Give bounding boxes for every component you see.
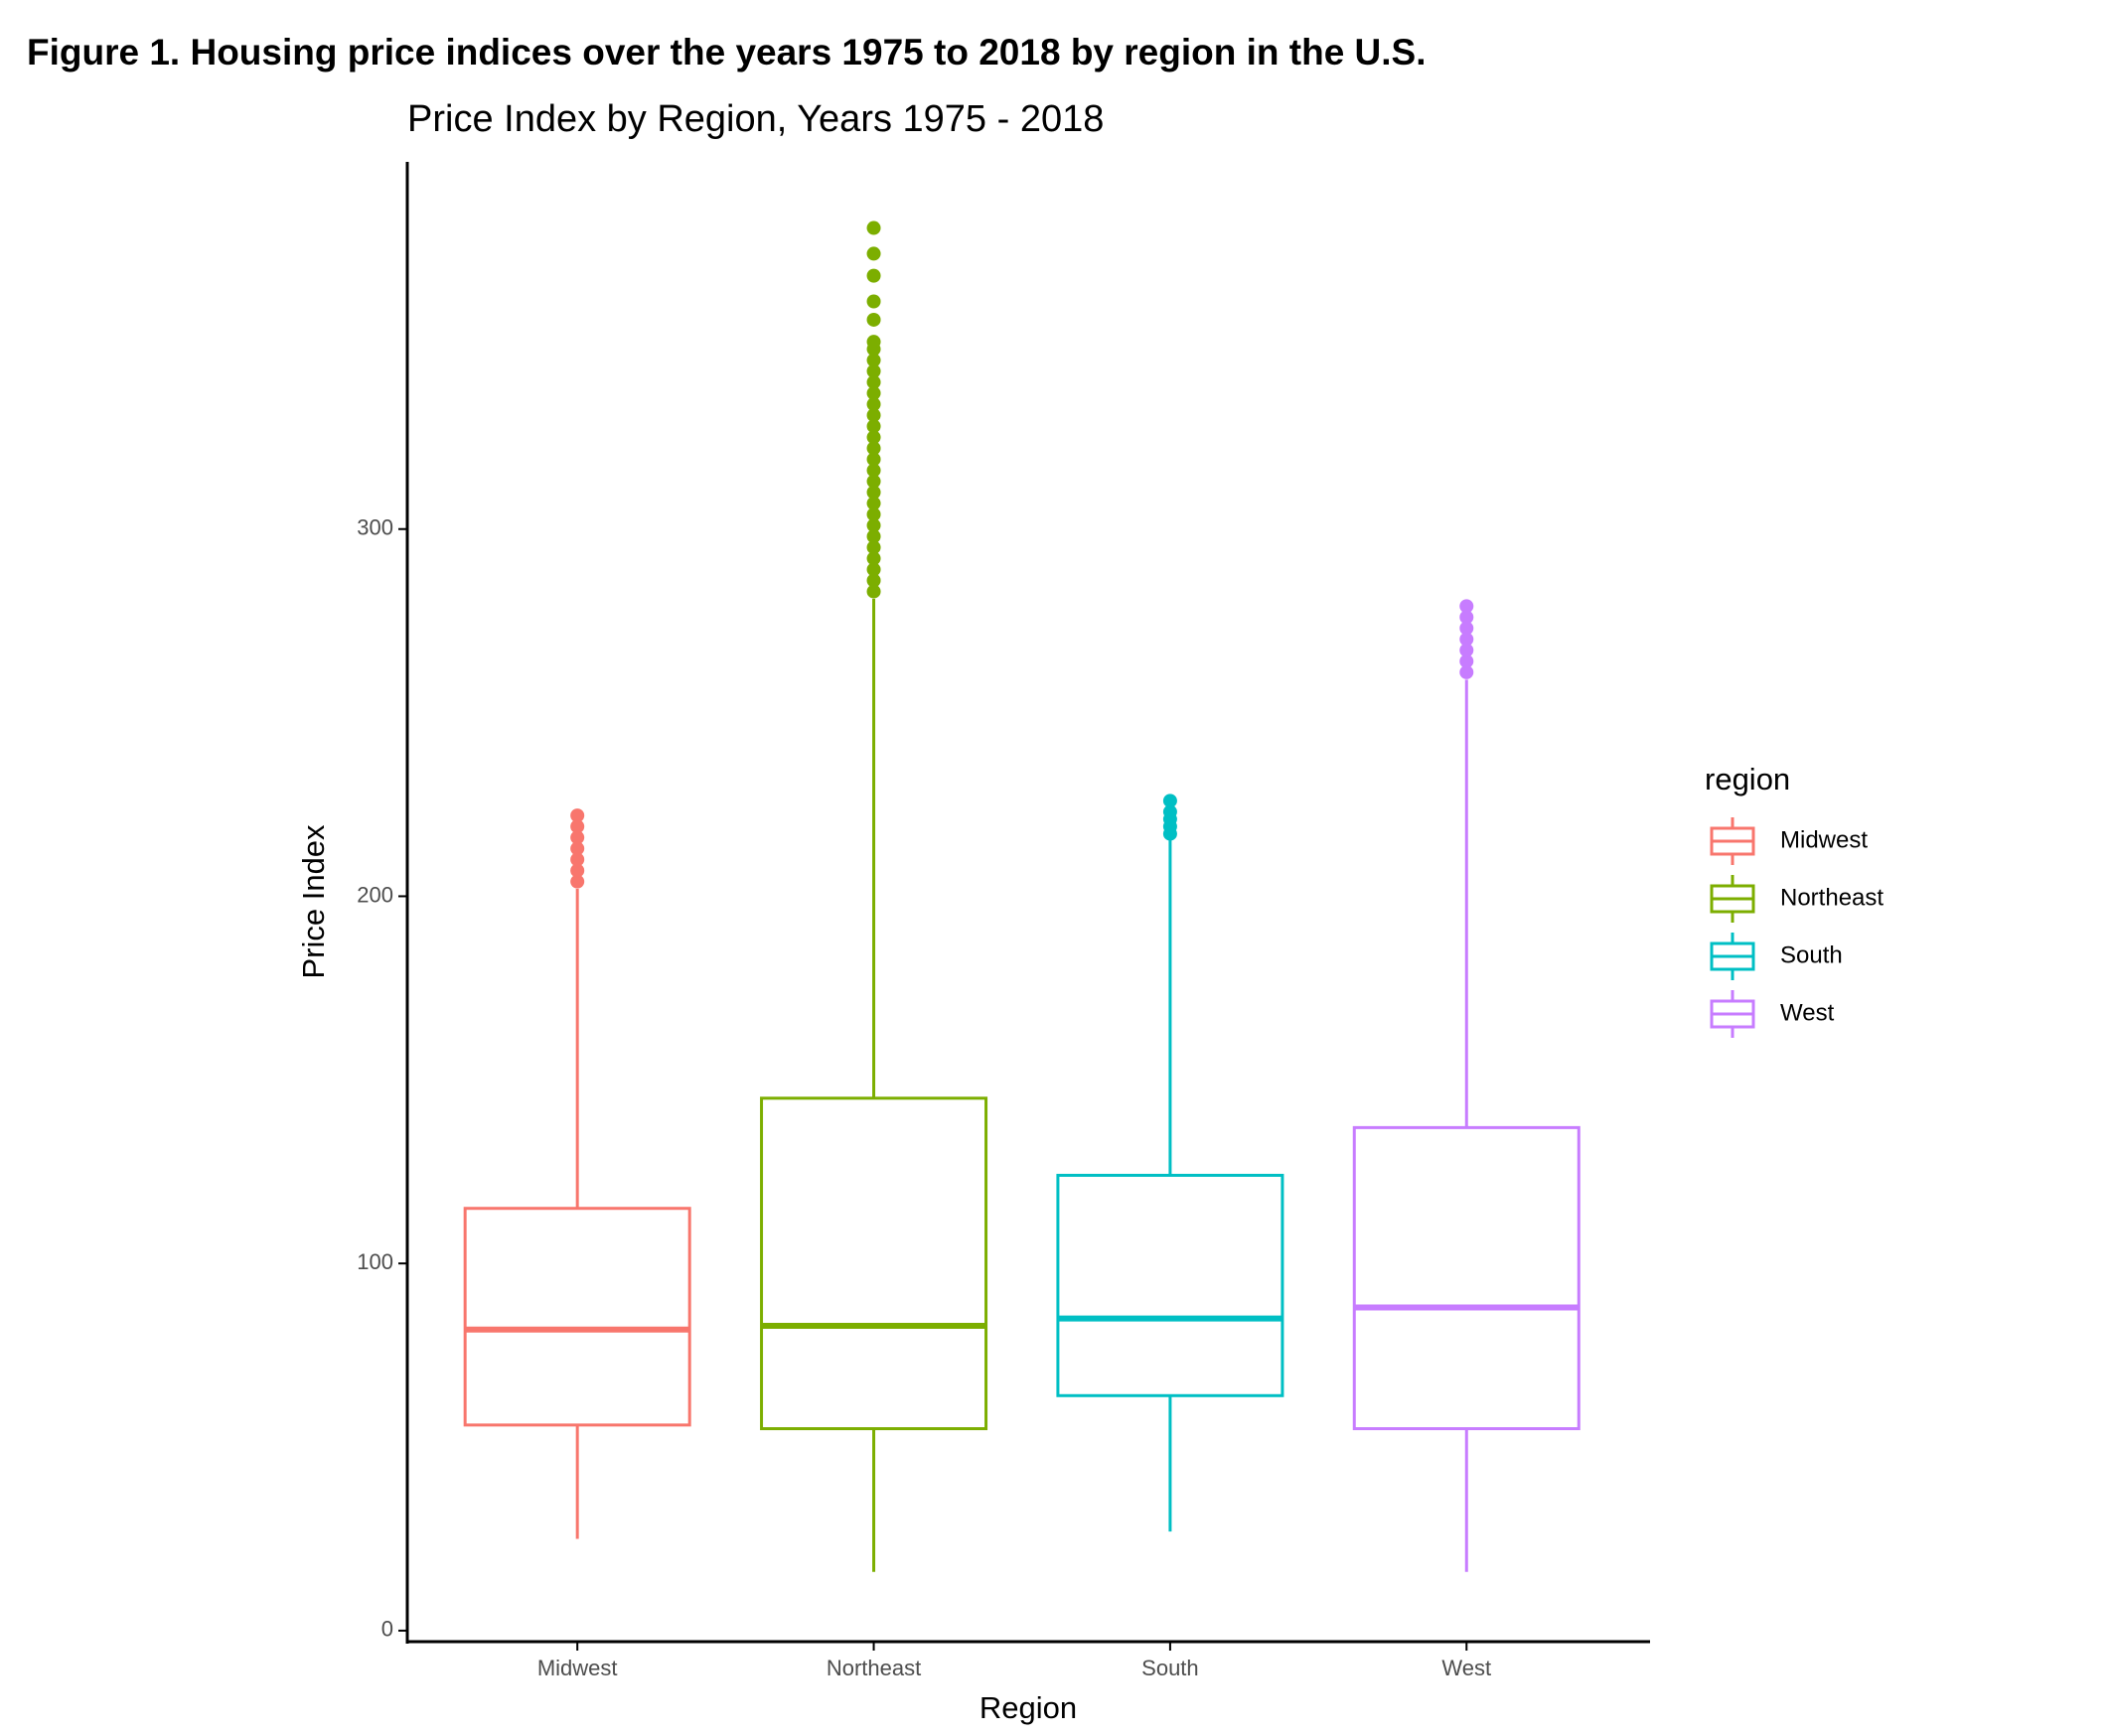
legend-label: South — [1780, 941, 1843, 968]
outlier — [866, 474, 881, 489]
box — [1352, 1125, 1581, 1431]
outlier — [866, 419, 881, 434]
outlier — [1459, 664, 1474, 679]
outlier — [866, 246, 881, 261]
outlier — [570, 819, 585, 834]
outlier — [866, 562, 881, 577]
y-tick-label: 200 — [357, 882, 393, 907]
outlier — [866, 551, 881, 566]
outlier — [866, 441, 881, 456]
x-tick-label: South — [1141, 1656, 1199, 1680]
outlier — [1459, 632, 1474, 647]
outlier — [866, 335, 881, 350]
outlier — [866, 496, 881, 510]
outlier — [570, 852, 585, 867]
chart-subtitle: Price Index by Region, Years 1975 - 2018 — [407, 98, 1104, 140]
outlier — [570, 830, 585, 845]
outlier — [866, 268, 881, 283]
outlier — [1459, 599, 1474, 614]
outlier — [866, 573, 881, 588]
x-tick-label: West — [1441, 1656, 1491, 1680]
legend-label: Midwest — [1780, 826, 1868, 853]
outlier — [866, 397, 881, 412]
outlier — [866, 353, 881, 367]
legend-title: region — [1705, 762, 1790, 796]
outlier — [866, 385, 881, 400]
outlier — [866, 540, 881, 555]
outlier — [570, 808, 585, 823]
outlier — [1162, 804, 1177, 819]
outlier — [866, 430, 881, 445]
x-tick-label: Midwest — [537, 1656, 618, 1680]
outlier — [866, 220, 881, 235]
outlier — [866, 312, 881, 327]
outlier — [1459, 621, 1474, 636]
outlier — [866, 529, 881, 544]
outlier — [866, 485, 881, 500]
legend-label: Northeast — [1780, 884, 1884, 911]
outlier — [1459, 610, 1474, 625]
outlier — [866, 452, 881, 467]
outlier — [866, 506, 881, 521]
box — [1056, 1173, 1284, 1397]
x-axis-title: Region — [980, 1690, 1077, 1725]
outlier — [866, 584, 881, 599]
outlier — [866, 408, 881, 423]
outlier — [866, 294, 881, 309]
y-tick-label: 0 — [381, 1617, 393, 1642]
outlier — [1162, 794, 1177, 808]
y-tick-label: 300 — [357, 515, 393, 540]
y-tick-label: 100 — [357, 1249, 393, 1274]
outlier — [866, 374, 881, 389]
box — [463, 1207, 691, 1427]
outlier — [866, 518, 881, 533]
box — [760, 1096, 988, 1431]
outlier — [570, 863, 585, 878]
figure-title: Figure 1. Housing price indices over the… — [27, 32, 1427, 72]
outlier — [866, 463, 881, 478]
outlier — [570, 841, 585, 856]
outlier — [1459, 653, 1474, 668]
outlier — [1459, 643, 1474, 657]
outlier — [570, 874, 585, 889]
y-axis-title: Price Index — [296, 824, 331, 979]
legend-label: West — [1780, 999, 1835, 1026]
x-tick-label: Northeast — [827, 1656, 921, 1680]
outlier — [866, 363, 881, 378]
